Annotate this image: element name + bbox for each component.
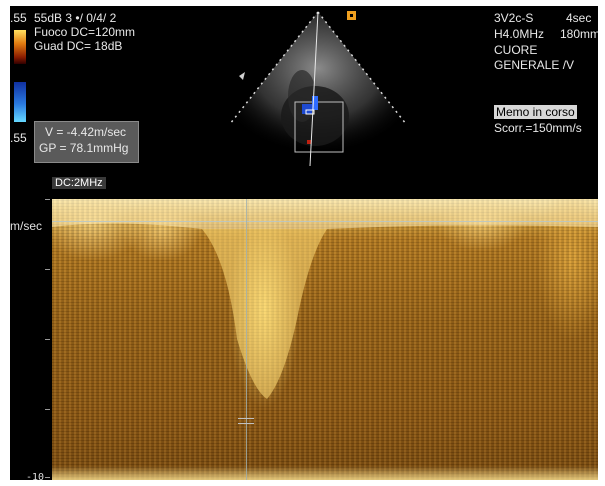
doppler-freq-label: DC:2MHz <box>52 177 106 189</box>
focus-label: Fuoco DC=120mm <box>34 25 136 39</box>
memo-label: Memo in corso <box>494 105 577 119</box>
preset-line1: CUORE <box>494 43 538 57</box>
bottom-scale-label: -10 <box>26 472 45 480</box>
preset-line2: GENERALE /V <box>494 58 575 72</box>
gradient-readout: GP = 78.1mmHg <box>39 141 129 155</box>
measure-caliper[interactable] <box>238 418 254 424</box>
velocity-readout: V = -4.42m/sec <box>45 125 127 139</box>
time-cursor[interactable] <box>246 199 247 480</box>
scroll-speed: Scorr.=150mm/s <box>494 121 582 135</box>
ultrasound-screen: .55 55dB 3 •/ 0/4/ 2 Fuoco DC=120mm Guad… <box>10 6 598 480</box>
sector-fan <box>230 12 406 153</box>
left-scale-top: .55 <box>10 11 27 25</box>
color-doppler-box <box>294 101 344 153</box>
velocity-scale <box>10 199 50 480</box>
sample-volume-gate[interactable] <box>305 109 315 115</box>
baseline-band <box>52 199 598 229</box>
scale-tick <box>45 339 50 340</box>
focus-marker-icon <box>239 72 245 80</box>
left-scale-bottom: .55 <box>10 131 27 145</box>
probe-name: 3V2c-S <box>494 11 534 25</box>
frequency: H4.0MHz <box>494 27 545 41</box>
sector-image <box>229 11 407 167</box>
measurement-box: V = -4.42m/sec GP = 78.1mmHg <box>34 121 139 163</box>
scale-tick <box>45 199 50 200</box>
gain-label: Guad DC= 18dB <box>34 39 123 53</box>
scale-tick <box>45 409 50 410</box>
sweep-time: 4sec <box>566 11 592 25</box>
doppler-cursor-line[interactable] <box>309 11 319 167</box>
color-flow-blue <box>302 104 312 114</box>
color-flow-red <box>307 140 311 144</box>
scale-tick <box>45 477 50 478</box>
spectral-envelope <box>52 199 598 399</box>
spectral-doppler-trace <box>52 199 598 480</box>
header-line1: 55dB 3 •/ 0/4/ 2 <box>34 11 117 25</box>
velocity-envelope <box>202 229 327 399</box>
baseline <box>52 221 598 222</box>
marker-inner <box>350 14 353 17</box>
depth: 180mm <box>560 27 598 41</box>
colorbar-warm <box>14 30 26 64</box>
scale-tick <box>45 269 50 270</box>
color-flow-blue-2 <box>312 96 318 110</box>
colorbar-cool <box>14 82 26 122</box>
velocity-unit-label: m/sec <box>10 219 43 233</box>
spectral-noise <box>52 199 598 480</box>
bottom-glow <box>52 466 598 480</box>
memo-status: Memo in corso <box>494 105 577 119</box>
